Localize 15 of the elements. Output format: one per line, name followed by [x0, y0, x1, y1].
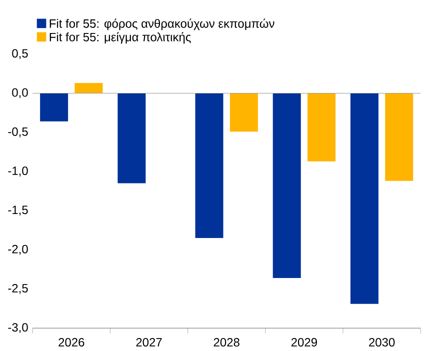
y-tick-label: -3,0	[8, 323, 28, 334]
x-tick-label: 2030	[369, 338, 395, 347]
y-tick-label: 0,5	[12, 49, 28, 60]
x-tick-label: 2027	[136, 338, 162, 347]
y-tick-label: -2,0	[8, 245, 28, 255]
y-tick-label: -0,5	[8, 128, 28, 138]
x-tick-label: 2029	[291, 338, 317, 347]
y-tick-label: -1,0	[8, 166, 28, 177]
x-tick-label: 2028	[214, 338, 240, 347]
legend-label: Fit for 55: φόρος ανθρακούχων εκπομπών	[50, 18, 274, 30]
x-tick-label: 2026	[58, 338, 84, 347]
legend-label: Fit for 55: μείγμα πολιτικής	[50, 32, 191, 44]
y-tick-label: 0,0	[12, 88, 28, 98]
y-tick-label: -1,5	[8, 206, 28, 216]
y-tick-label: -2,5	[8, 284, 28, 294]
